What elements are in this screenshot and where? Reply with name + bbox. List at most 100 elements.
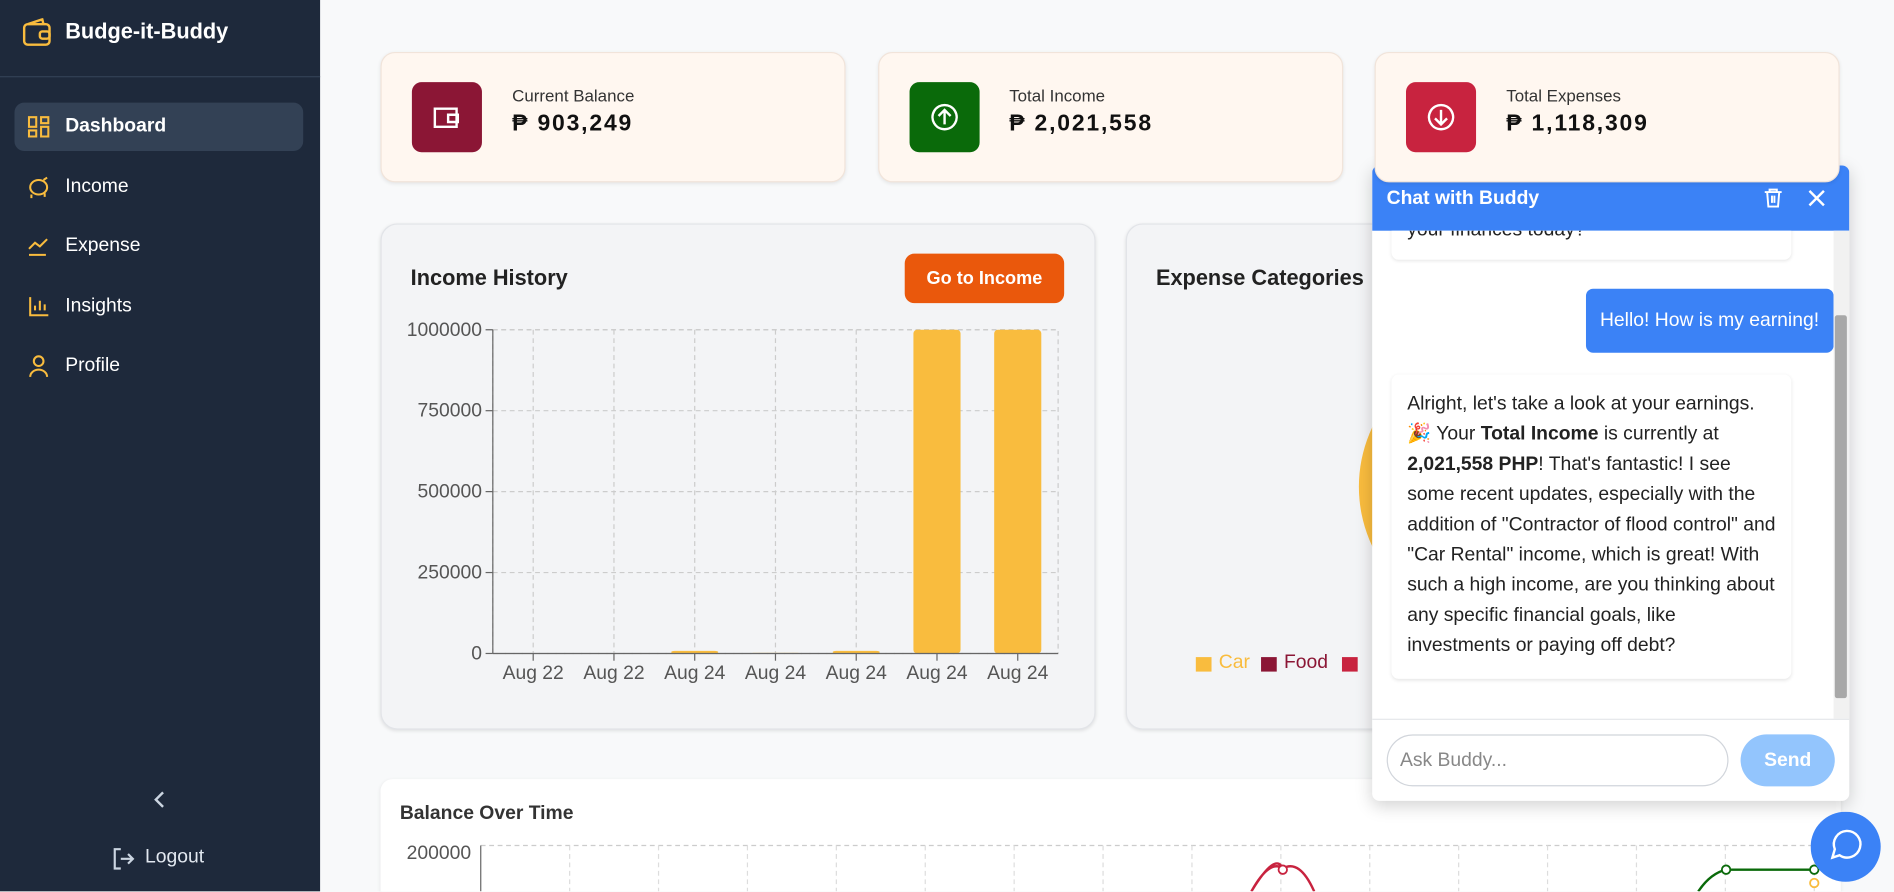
icon (1427, 103, 1455, 131)
nav-label: Profile (65, 355, 121, 376)
legend-swatch (1261, 657, 1277, 672)
collapse-button[interactable] (150, 789, 169, 811)
card-value: ₱ 903,249 (512, 111, 634, 137)
summary-card: Total Income ₱ 2,021,558 (877, 51, 1343, 183)
scrollbar[interactable] (1833, 230, 1850, 719)
logout-icon (113, 848, 135, 870)
user-message: Hello! How is my earning! (1585, 288, 1834, 353)
logout-button[interactable]: Logout (111, 844, 256, 873)
income-panel (380, 223, 1096, 730)
go-to-income-button[interactable]: Go to Income (904, 253, 1065, 304)
chat-toggle-button[interactable] (1810, 811, 1883, 892)
x-tick-label: Aug 24 (664, 663, 725, 684)
nav-item[interactable]: Expense (14, 222, 303, 270)
chat-input[interactable]: Ask Buddy... (1386, 734, 1729, 787)
brand: Budge-it-Buddy (65, 19, 229, 44)
nav-icon (27, 116, 50, 138)
message-text: 2,021,558 PHP (1407, 454, 1539, 475)
icon-path (29, 176, 49, 198)
icon (930, 103, 958, 131)
logout-label: Logout (144, 846, 205, 868)
y-tick-label: 500000 (417, 482, 481, 503)
line-point (1277, 864, 1288, 875)
x-tick-label: Aug 22 (583, 663, 644, 684)
nav-icon (29, 296, 49, 316)
summary-card: Current Balance ₱ 903,249 (380, 51, 846, 183)
y-tick-label: 750000 (417, 401, 481, 422)
bot-message: your finances today? (1391, 230, 1792, 260)
expense-title: Expense Categories (1155, 265, 1364, 290)
balance-chart (480, 844, 1826, 892)
card-icon (908, 82, 980, 153)
x-tick-label: Aug 24 (826, 663, 887, 684)
y-tick-label: 250000 (417, 563, 481, 584)
x-tick-label: Aug 24 (745, 663, 806, 684)
nav-item[interactable]: Profile (14, 342, 303, 390)
card-value: ₱ 1,118,309 (1506, 111, 1649, 137)
send-button[interactable]: Send (1740, 734, 1835, 787)
chat-window: Chat with Buddy your finances today? Hell… (1372, 165, 1850, 801)
income-chart: 0 250000 500000 750000 1000000 Aug 22 Aug 22 Au… (407, 320, 1059, 684)
message-text: Hello! How is my earning! (1599, 310, 1820, 331)
legend-label: Food (1283, 652, 1329, 673)
nav-icon (29, 355, 49, 378)
icon-path (28, 238, 48, 256)
icon-path (1427, 103, 1455, 131)
nav-label: Insights (65, 295, 132, 316)
bar (832, 650, 880, 654)
icon (433, 107, 460, 129)
icon-path (29, 296, 49, 316)
close-chat-button[interactable] (1807, 188, 1826, 207)
line-point (1809, 877, 1820, 889)
legend-swatch (1195, 657, 1212, 672)
message-text: Alright, let's take a look at your earni… (1407, 393, 1755, 445)
summary-card: Total Expenses ₱ 1,118,309 (1374, 51, 1840, 183)
nav-icon (29, 176, 49, 198)
nav-item[interactable]: Insights (14, 282, 303, 330)
bot-message: Alright, let's take a look at your earni… (1391, 374, 1792, 679)
bar (994, 329, 1042, 654)
nav-label: Expense (65, 235, 141, 257)
legend-swatch (1341, 657, 1358, 672)
y-tick-label: 1000000 (407, 320, 482, 341)
line-point (1809, 864, 1820, 875)
chat-messages: your finances today? Hello! How is my ear… (1372, 230, 1834, 719)
sidebar: Budge-it-Buddy Logout Dashboard Income Exp… (0, 0, 321, 892)
nav-item[interactable]: Dashboard (14, 102, 304, 151)
message-text: ! That's fantastic! I see some recent up… (1407, 454, 1776, 656)
icon-path (433, 107, 460, 129)
nav-item[interactable]: Income (14, 162, 303, 210)
balance-title: Balance Over Time (399, 803, 574, 824)
income-line (1697, 868, 1815, 892)
card-icon (411, 82, 482, 153)
clear-chat-button[interactable] (1762, 187, 1784, 209)
x-tick-label: Aug 22 (503, 663, 564, 684)
message-text: your finances today? (1407, 231, 1585, 241)
brand-icon (22, 18, 51, 46)
chat-title: Chat with Buddy (1386, 188, 1540, 209)
x-tick-label: Aug 24 (906, 663, 967, 684)
card-label: Current Balance (512, 85, 635, 106)
nav-label: Income (65, 175, 129, 197)
chat-placeholder: Ask Buddy... (1399, 750, 1508, 771)
icon-path (27, 116, 50, 138)
income-title: Income History (410, 265, 568, 290)
bar (671, 650, 719, 654)
scroll-thumb[interactable] (1834, 315, 1847, 699)
x-tick-label: Aug 24 (987, 663, 1048, 684)
legend-label: Car (1218, 652, 1250, 673)
icon-path (29, 355, 49, 378)
y-tick-label: 0 (471, 644, 482, 665)
card-value: ₱ 2,021,558 (1009, 111, 1153, 137)
card-label: Total Income (1009, 85, 1106, 106)
icon-path (930, 103, 958, 131)
message-text: is currently at (1598, 423, 1719, 445)
bar (913, 329, 961, 654)
card-label: Total Expenses (1506, 85, 1621, 106)
nav-icon (28, 238, 48, 256)
line-point (1720, 864, 1732, 875)
card-icon (1405, 82, 1477, 153)
